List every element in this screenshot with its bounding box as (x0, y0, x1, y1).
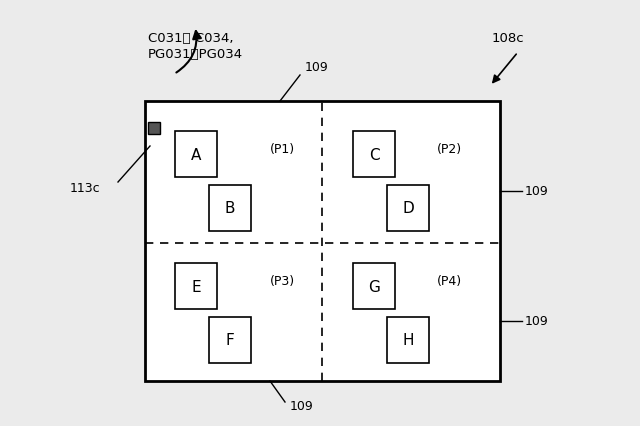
Text: G: G (368, 279, 380, 294)
Text: (P3): (P3) (270, 274, 295, 287)
Bar (145, 102, 500, 381)
Bar (353, 263, 395, 309)
Text: 108c: 108c (492, 32, 525, 46)
Text: 109: 109 (290, 399, 314, 412)
Bar (148, 123, 160, 135)
Text: A: A (191, 147, 201, 162)
Text: F: F (226, 333, 234, 348)
Text: B: B (225, 201, 236, 216)
Text: E: E (191, 279, 201, 294)
Text: D: D (402, 201, 414, 216)
Bar (175, 263, 217, 309)
Bar (209, 317, 251, 363)
Bar (387, 317, 429, 363)
Text: 109: 109 (305, 61, 329, 74)
Text: C: C (369, 147, 380, 162)
Bar (209, 186, 251, 231)
Bar (353, 132, 395, 178)
Bar (175, 132, 217, 178)
Bar (387, 186, 429, 231)
Text: H: H (403, 333, 413, 348)
Text: C031～ C034,
PG031～PG034: C031～ C034, PG031～PG034 (148, 32, 243, 61)
Text: (P4): (P4) (437, 274, 462, 287)
Text: 109: 109 (525, 185, 548, 198)
Text: 109: 109 (525, 315, 548, 328)
Text: 113c: 113c (70, 182, 100, 195)
Text: (P2): (P2) (437, 142, 462, 155)
Text: (P1): (P1) (270, 142, 295, 155)
